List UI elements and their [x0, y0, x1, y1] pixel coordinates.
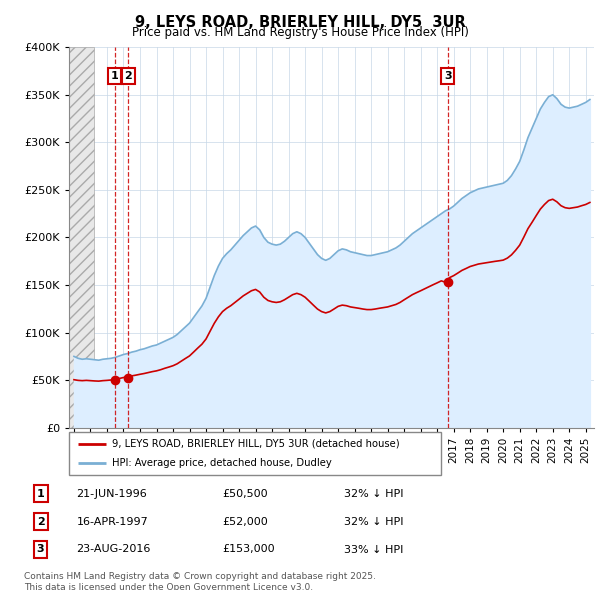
- Text: 21-JUN-1996: 21-JUN-1996: [76, 489, 147, 499]
- Text: £52,000: £52,000: [223, 516, 268, 526]
- Text: 33% ↓ HPI: 33% ↓ HPI: [344, 545, 404, 555]
- Text: £50,500: £50,500: [223, 489, 268, 499]
- Text: 3: 3: [37, 545, 44, 555]
- Text: 32% ↓ HPI: 32% ↓ HPI: [344, 489, 404, 499]
- Text: 9, LEYS ROAD, BRIERLEY HILL, DY5 3UR (detached house): 9, LEYS ROAD, BRIERLEY HILL, DY5 3UR (de…: [112, 439, 400, 449]
- Text: Price paid vs. HM Land Registry's House Price Index (HPI): Price paid vs. HM Land Registry's House …: [131, 26, 469, 39]
- Text: HPI: Average price, detached house, Dudley: HPI: Average price, detached house, Dudl…: [112, 458, 332, 468]
- Text: 9, LEYS ROAD, BRIERLEY HILL, DY5  3UR: 9, LEYS ROAD, BRIERLEY HILL, DY5 3UR: [134, 15, 466, 30]
- Text: 2: 2: [124, 71, 132, 81]
- Text: £153,000: £153,000: [223, 545, 275, 555]
- FancyBboxPatch shape: [69, 432, 441, 475]
- Text: Contains HM Land Registry data © Crown copyright and database right 2025.
This d: Contains HM Land Registry data © Crown c…: [24, 572, 376, 590]
- Bar: [69, 47, 94, 428]
- Text: 32% ↓ HPI: 32% ↓ HPI: [344, 516, 404, 526]
- Text: 23-AUG-2016: 23-AUG-2016: [76, 545, 151, 555]
- Text: 3: 3: [444, 71, 452, 81]
- Text: 2: 2: [37, 516, 44, 526]
- Text: 1: 1: [37, 489, 44, 499]
- Text: 16-APR-1997: 16-APR-1997: [76, 516, 148, 526]
- Text: 1: 1: [111, 71, 119, 81]
